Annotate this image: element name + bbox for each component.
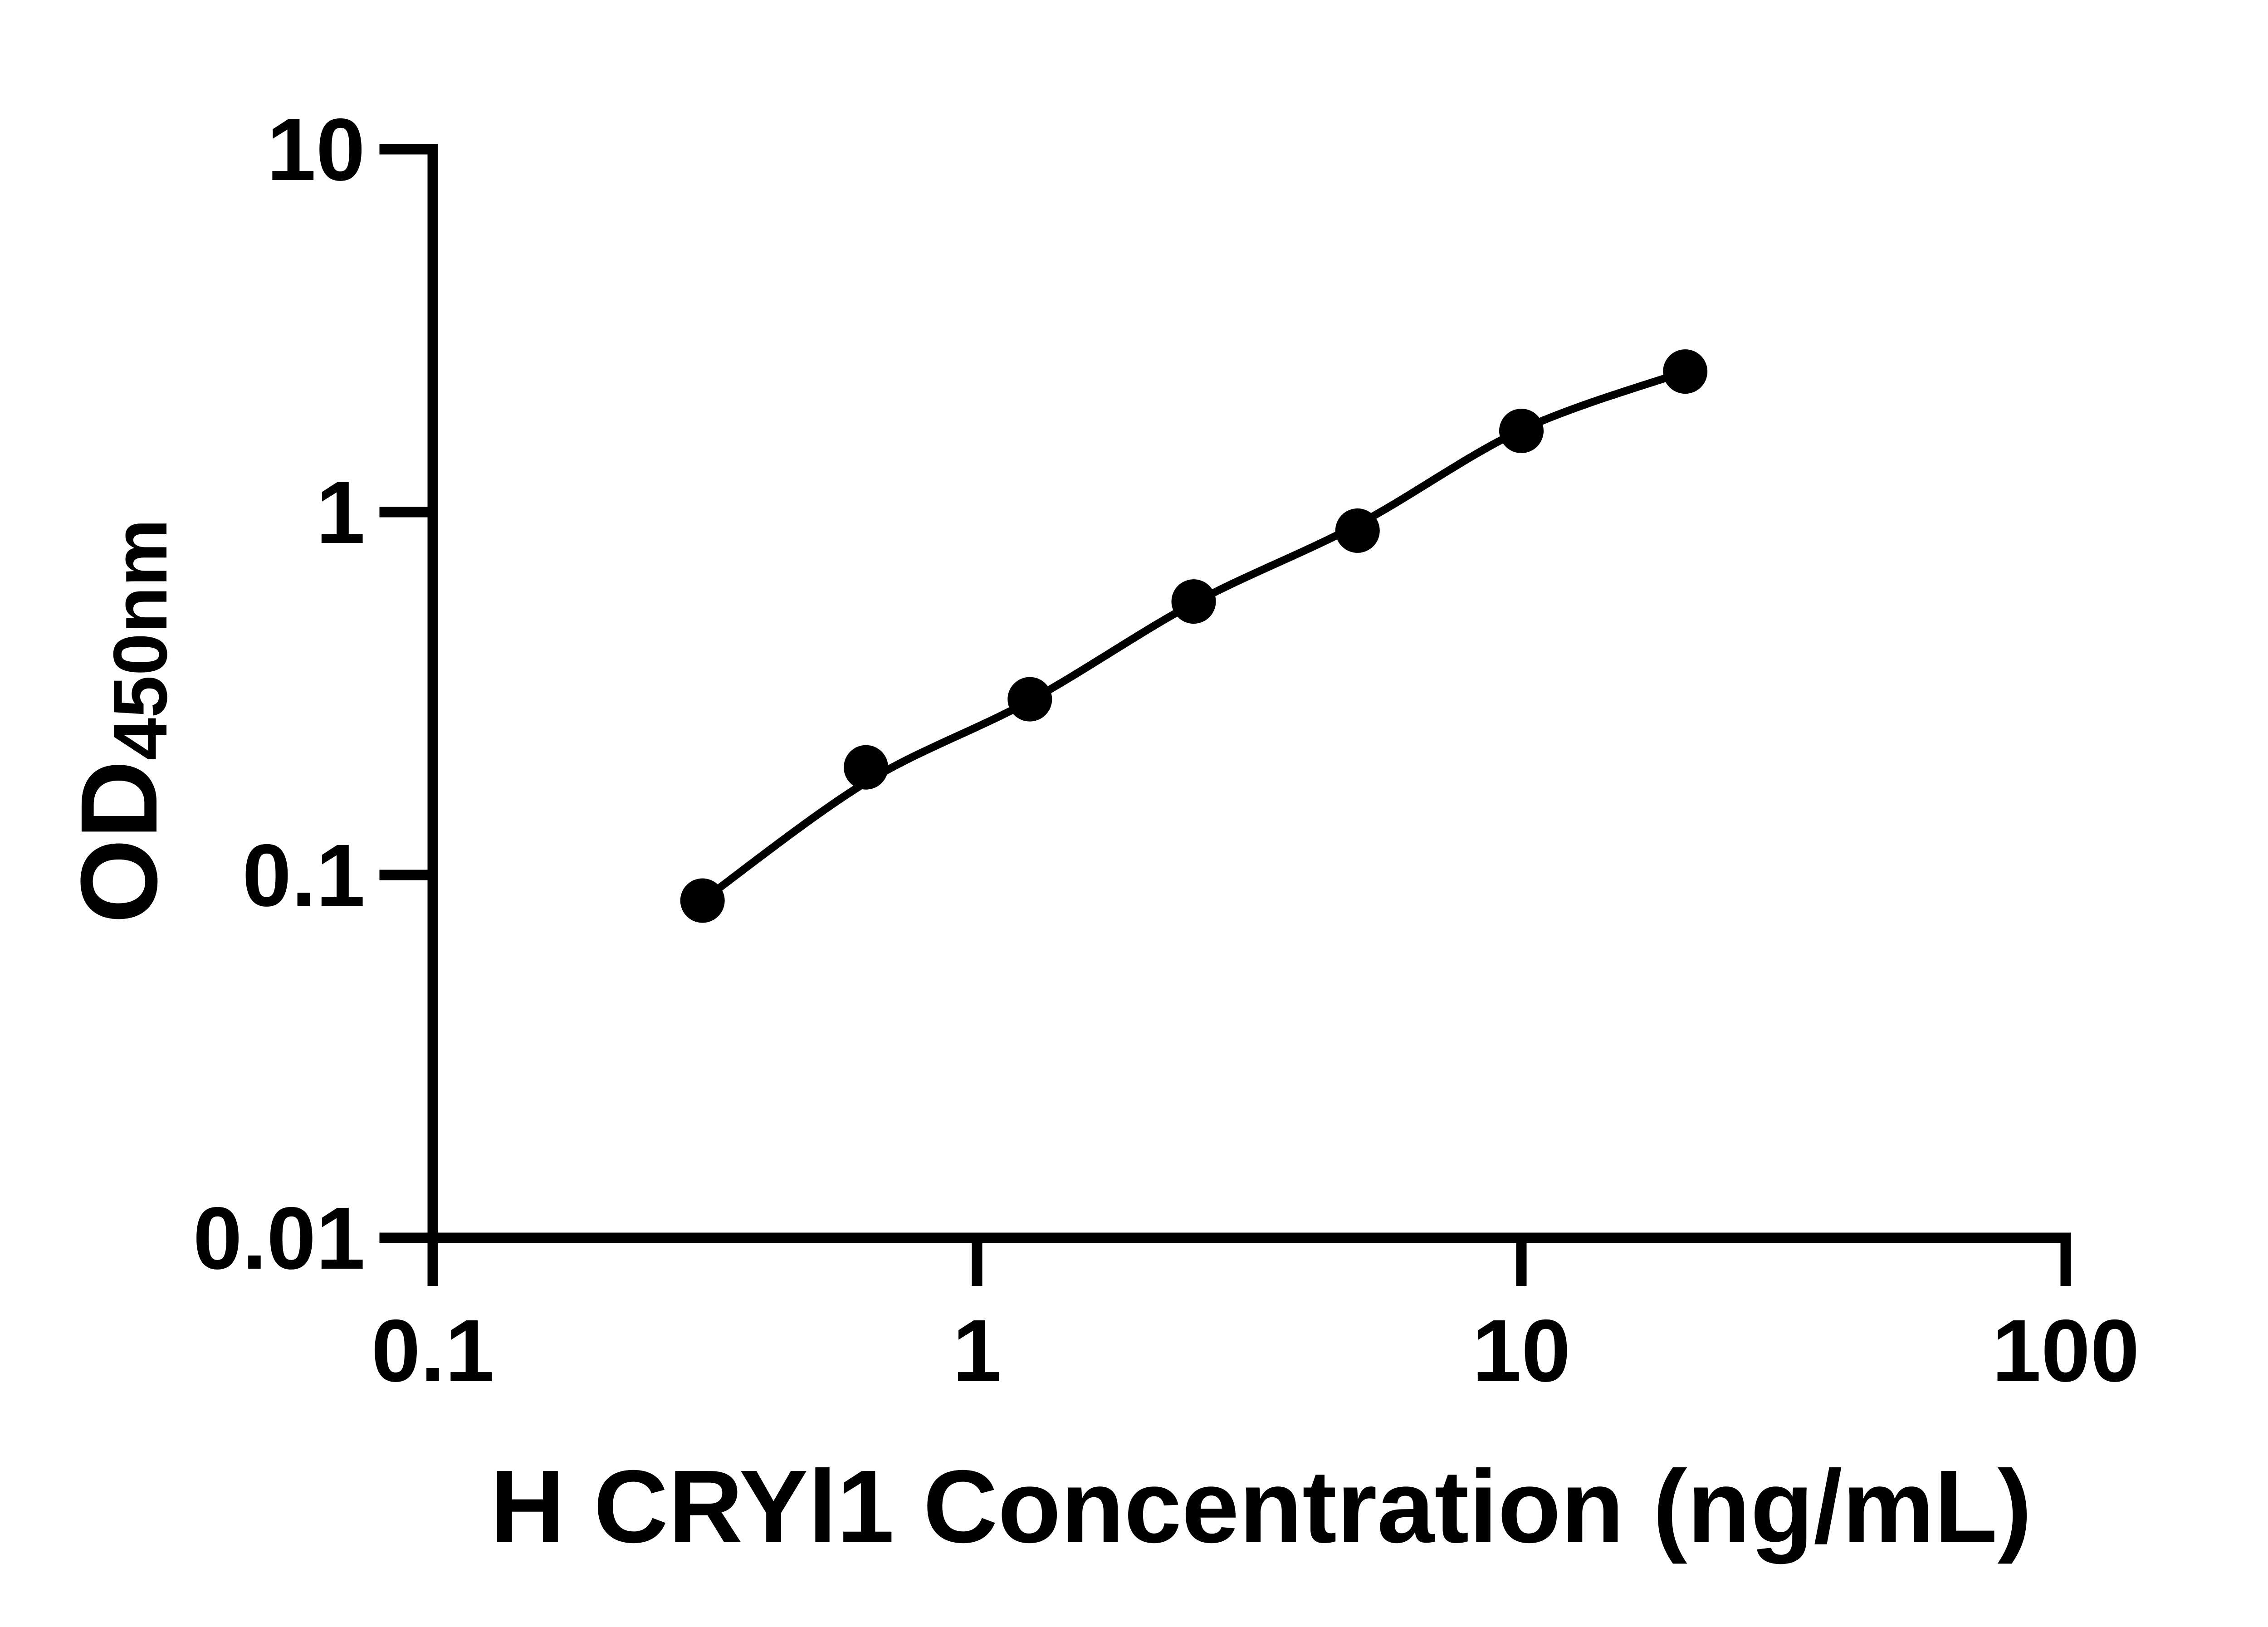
x-axis-title: H CRYl1 Concentration (ng/mL) [490, 1449, 2032, 1564]
y-axis-line [427, 144, 438, 1243]
x-tick-0 [427, 1232, 438, 1286]
data-point-5 [1499, 409, 1544, 453]
y-tick-1 [379, 507, 438, 518]
x-tick-label-0.1: 0.1 [371, 1301, 494, 1400]
x-tick-3 [2060, 1232, 2071, 1286]
y-tick-label-0.1: 0.1 [242, 826, 365, 925]
data-point-2 [1007, 677, 1052, 722]
y-axis-title-subscript: 450nm [98, 519, 183, 760]
x-tick-1 [972, 1232, 982, 1286]
data-point-3 [1171, 579, 1216, 624]
x-tick-label-100: 100 [1992, 1301, 2139, 1400]
x-tick-label-10: 10 [1472, 1301, 1571, 1400]
data-point-0 [680, 878, 725, 923]
y-tick-3 [379, 1232, 438, 1243]
plot-area [379, 144, 2071, 1286]
y-tick-label-0.01: 0.01 [193, 1189, 365, 1288]
x-tick-label-1: 1 [953, 1301, 1002, 1400]
y-tick-label-1: 1 [316, 463, 365, 562]
y-axis-title: OD450nm [58, 519, 183, 923]
y-axis-title-main: OD [58, 760, 180, 923]
fitted-curve [700, 368, 1687, 904]
x-axis-line [427, 1232, 2071, 1243]
data-point-1 [844, 745, 889, 790]
y-tick-0 [379, 144, 438, 155]
x-tick-2 [1516, 1232, 1527, 1286]
y-tick-2 [379, 870, 438, 880]
data-point-4 [1335, 508, 1380, 553]
y-tick-label-10: 10 [267, 100, 365, 199]
data-point-6 [1663, 349, 1708, 394]
